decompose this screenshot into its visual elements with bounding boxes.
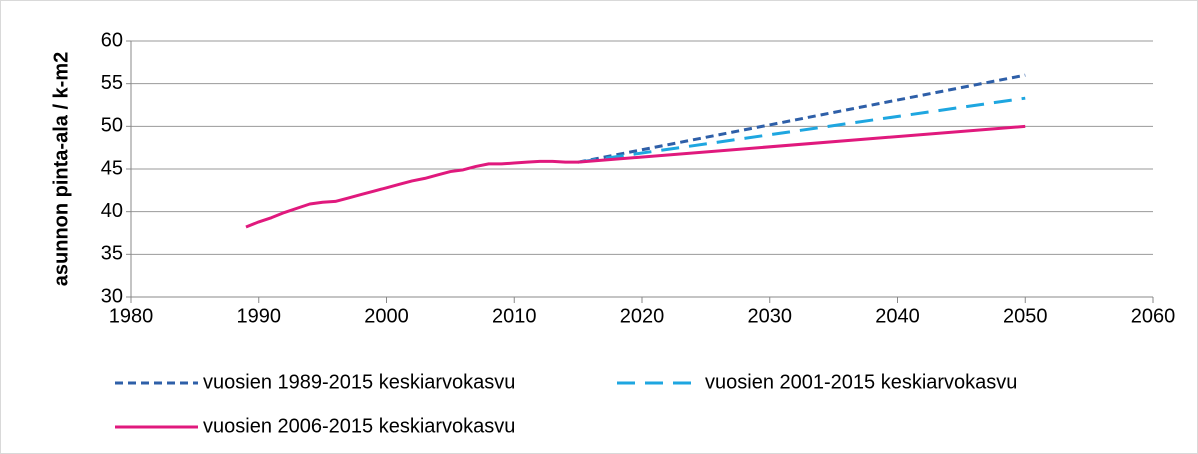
- y-tick-label: 45: [101, 157, 123, 179]
- legend-label: vuosien 1989-2015 keskiarvokasvu: [203, 371, 515, 393]
- series-line: [577, 96, 1026, 164]
- x-tick-label: 2050: [1003, 305, 1048, 327]
- legend-label: vuosien 2001-2015 keskiarvokasvu: [705, 371, 1017, 393]
- y-tick-label: 55: [101, 72, 123, 94]
- series-line: [245, 124, 1026, 229]
- series-line: [577, 73, 1026, 164]
- x-tick-label: 2010: [492, 305, 537, 327]
- x-tick-label: 2030: [748, 305, 793, 327]
- x-tick-label: 1990: [237, 305, 282, 327]
- x-tick-label: 2060: [1131, 305, 1176, 327]
- y-tick-label: 30: [101, 285, 123, 307]
- y-axis-label: asunnon pinta-ala / k-m2: [50, 52, 72, 286]
- y-tick-label: 60: [101, 29, 123, 51]
- legend-label: vuosien 2006-2015 keskiarvokasvu: [203, 415, 515, 437]
- x-tick-label: 2020: [620, 305, 665, 327]
- y-tick-label: 40: [101, 200, 123, 222]
- x-tick-label: 2000: [364, 305, 409, 327]
- y-tick-label: 50: [101, 115, 123, 137]
- y-tick-label: 35: [101, 243, 123, 265]
- x-tick-label: 1980: [109, 305, 154, 327]
- x-tick-label: 2040: [875, 305, 920, 327]
